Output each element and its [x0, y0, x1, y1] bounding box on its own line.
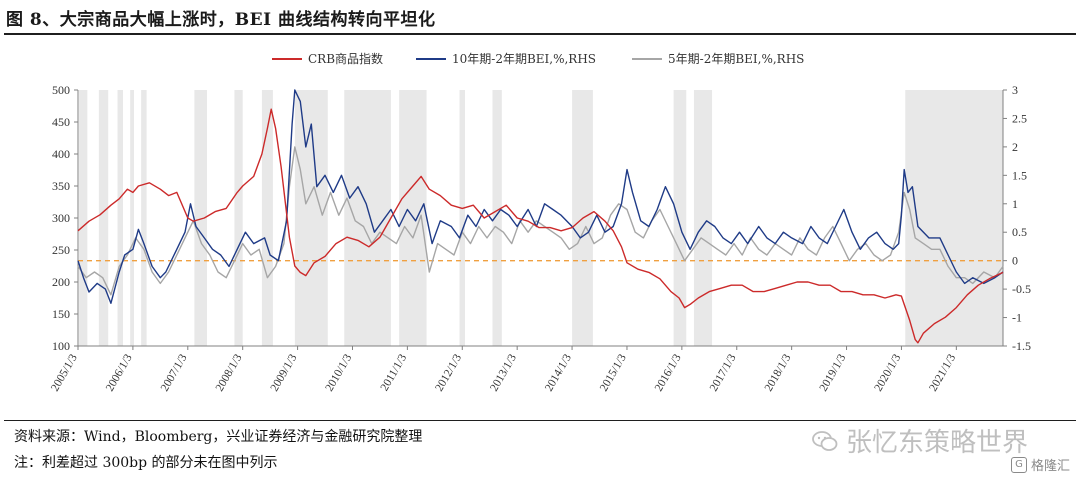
y-right-tick-label: 3	[1012, 83, 1018, 97]
watermark-tag: G 格隆汇	[1010, 455, 1070, 474]
y-right-tick-label: -1	[1012, 311, 1022, 325]
shaded-period	[141, 90, 147, 346]
y-left-tick-label: 450	[52, 115, 70, 129]
shaded-period	[344, 90, 391, 346]
shaded-period	[194, 90, 208, 346]
shaded-period	[905, 90, 1003, 346]
x-tick-label: 2019/1/3	[818, 352, 849, 394]
legend-label-crb: CRB商品指数	[308, 52, 384, 66]
y-right-tick-label: 1	[1012, 197, 1018, 211]
x-tick-label: 2014/1/3	[543, 352, 574, 394]
x-tick-label: 2008/1/3	[214, 352, 245, 394]
legend-swatch-bei10	[416, 57, 446, 60]
chart-title: 图 8、大宗商品大幅上涨时，BEI 曲线结构转向平坦化	[6, 10, 436, 30]
chart-legend: CRB商品指数 10年期-2年期BEI,%,RHS 5年期-2年期BEI,%,R…	[0, 50, 1080, 70]
y-right-tick-label: -1.5	[1012, 339, 1031, 353]
y-left-tick-label: 400	[52, 147, 70, 161]
legend-label-bei5: 5年期-2年期BEI,%,RHS	[668, 52, 805, 66]
y-left-tick-label: 350	[52, 179, 70, 193]
y-right-tick-label: 2.5	[1012, 111, 1027, 125]
x-tick-label: 2010/1/3	[324, 352, 355, 394]
x-tick-label: 2013/1/3	[488, 352, 519, 394]
y-right-tick-label: 1.5	[1012, 168, 1027, 182]
wechat-icon	[812, 430, 838, 451]
y-left-tick-label: 100	[52, 339, 70, 353]
x-tick-label: 2012/1/3	[433, 352, 464, 394]
x-tick-label: 2005/1/3	[49, 352, 80, 394]
shaded-period	[130, 90, 134, 346]
shaded-period	[117, 90, 124, 346]
legend-swatch-crb	[272, 57, 302, 60]
legend-swatch-bei5	[632, 57, 662, 60]
legend-item-bei10: 10年期-2年期BEI,%,RHS	[416, 50, 596, 67]
shaded-period	[234, 90, 243, 346]
x-tick-label: 2018/1/3	[763, 352, 794, 394]
x-tick-label: 2015/1/3	[598, 352, 629, 394]
y-left-tick-label: 150	[52, 307, 70, 321]
x-tick-label: 2020/1/3	[872, 352, 903, 394]
x-tick-label: 2009/1/3	[269, 352, 300, 394]
footnote: 注：利差超过 300bp 的部分未在图中列示	[14, 455, 278, 471]
shaded-period	[693, 90, 713, 346]
shaded-period	[492, 90, 502, 346]
shaded-period	[673, 90, 687, 346]
shaded-period	[79, 90, 88, 346]
x-tick-label: 2021/1/3	[927, 352, 958, 394]
x-tick-label: 2011/1/3	[379, 352, 410, 393]
gelonghui-logo-icon: G	[1010, 456, 1027, 473]
legend-label-bei10: 10年期-2年期BEI,%,RHS	[452, 52, 597, 66]
shaded-period	[98, 90, 109, 346]
y-right-tick-label: 0	[1012, 254, 1018, 268]
shaded-period	[261, 90, 273, 346]
y-left-tick-label: 300	[52, 211, 70, 225]
watermark-text: 张忆东策略世界	[846, 428, 1029, 458]
x-tick-label: 2007/1/3	[159, 352, 190, 394]
y-left-tick-label: 200	[52, 275, 70, 289]
x-tick-label: 2016/1/3	[653, 352, 684, 394]
legend-item-crb: CRB商品指数	[272, 50, 383, 67]
y-right-tick-label: 2	[1012, 140, 1018, 154]
footer-divider	[4, 420, 1076, 421]
title-divider	[4, 33, 1076, 35]
x-tick-label: 2006/1/3	[104, 352, 135, 394]
watermark: 张忆东策略世界	[812, 422, 1028, 459]
y-left-tick-label: 500	[52, 83, 70, 97]
legend-item-bei5: 5年期-2年期BEI,%,RHS	[632, 50, 804, 67]
series-line-bei5	[77, 146, 1004, 296]
series-line-bei10	[77, 89, 1004, 304]
y-left-tick-label: 250	[52, 243, 70, 257]
source-note: 资料来源：Wind，Bloomberg，兴业证券经济与金融研究院整理	[14, 429, 423, 445]
y-right-tick-label: -0.5	[1012, 282, 1031, 296]
watermark-tag-text: 格隆汇	[1030, 459, 1070, 474]
series-line-crb	[77, 108, 1004, 344]
x-tick-label: 2017/1/3	[708, 352, 739, 394]
line-chart: 100 150 200 250 300 350 400 450 500 -1.5 -1 -0.5 0 0.…	[49, 83, 1031, 394]
shaded-period	[459, 90, 466, 346]
shaded-period	[294, 90, 328, 346]
y-right-tick-label: 0.5	[1012, 225, 1027, 239]
